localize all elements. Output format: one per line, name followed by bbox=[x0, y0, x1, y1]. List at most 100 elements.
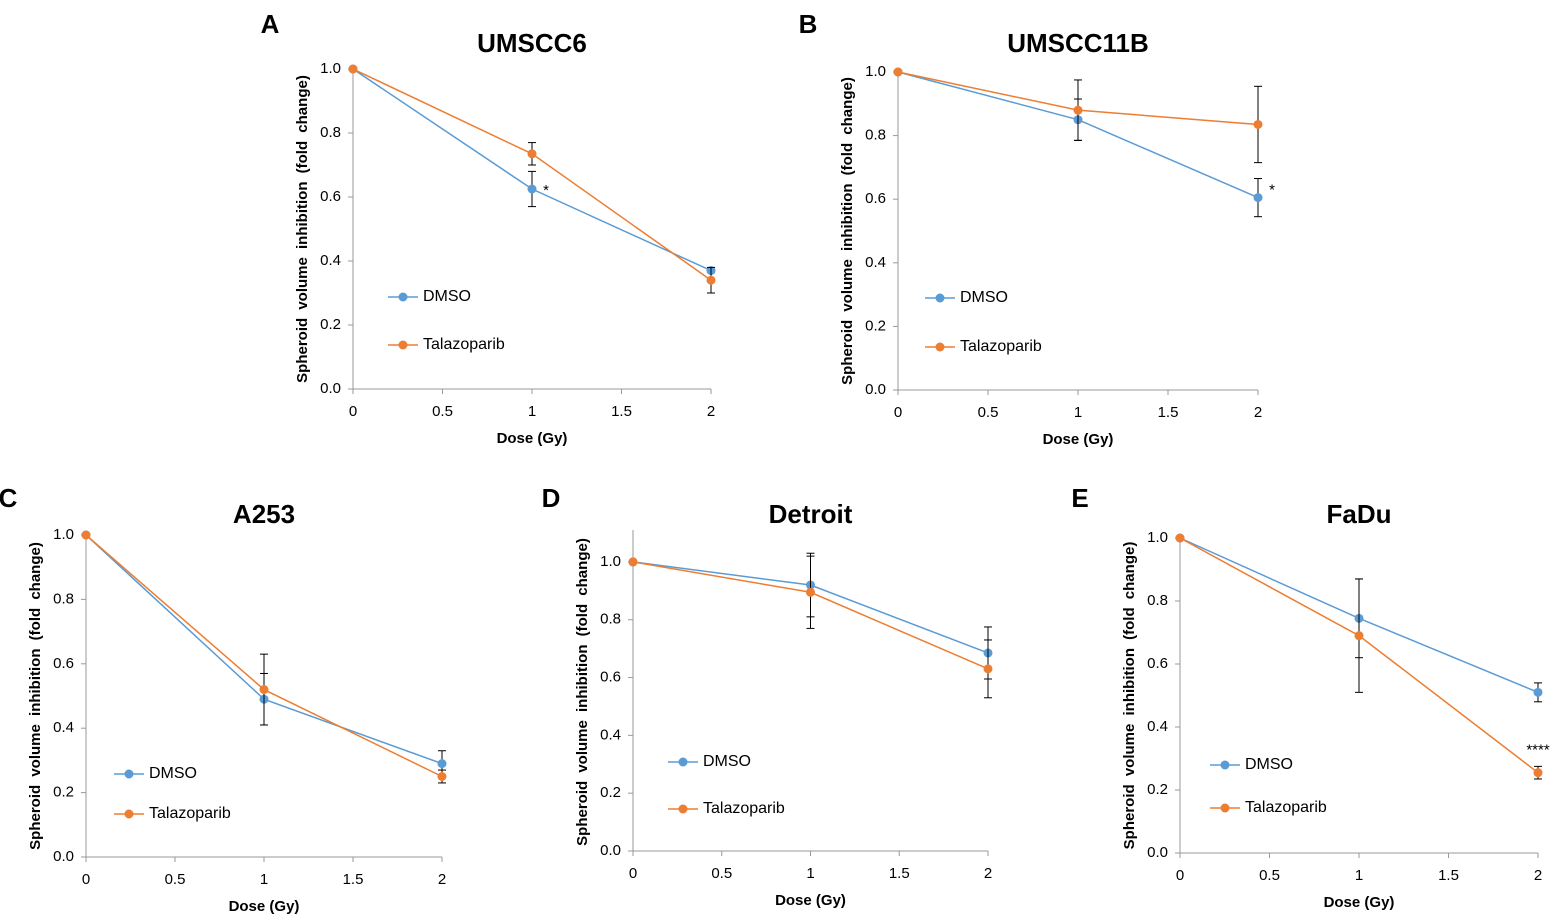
y-tick-label: 0.0 bbox=[600, 842, 621, 859]
data-point bbox=[1354, 631, 1364, 641]
y-tick-label: 0.4 bbox=[53, 719, 74, 736]
x-axis-label: Dose (Gy) bbox=[1043, 431, 1114, 448]
y-tick-label: 0.0 bbox=[1147, 844, 1168, 861]
chart-panel-a: A UMSCC6 0.0 0.2 0.4 0.6 0.8 1.0 0 0.5 1 1.5 2 Dose (… bbox=[261, 9, 716, 447]
y-tick-label: 1.0 bbox=[865, 63, 886, 80]
chart-title: UMSCC6 bbox=[477, 28, 587, 58]
legend: DMSO Talazoparib bbox=[1210, 756, 1327, 816]
chart-title: UMSCC11B bbox=[1007, 28, 1149, 58]
legend-label: Talazoparib bbox=[960, 338, 1042, 355]
x-tick-label: 0 bbox=[894, 404, 902, 421]
x-tick-label: 0 bbox=[1176, 867, 1184, 884]
data-point bbox=[1533, 687, 1543, 697]
x-tick-label: 2 bbox=[1254, 404, 1262, 421]
y-tick-label: 0.2 bbox=[600, 784, 621, 801]
y-tick-label: 0.4 bbox=[320, 252, 341, 269]
y-tick-label: 1.0 bbox=[53, 526, 74, 543]
chart-panel-e: E FaDu 0.0 0.2 0.4 0.6 0.8 1.0 0 0.5 1 1.5 2 Dose (Gy… bbox=[1071, 483, 1550, 911]
x-tick-label: 0 bbox=[349, 403, 357, 420]
legend-marker bbox=[124, 769, 134, 779]
y-tick-label: 0.0 bbox=[53, 848, 74, 865]
data-point bbox=[259, 685, 269, 695]
y-tick-label: 0.4 bbox=[1147, 718, 1168, 735]
series-talazoparib bbox=[628, 555, 993, 699]
x-tick-label: 0.5 bbox=[711, 865, 732, 882]
legend: DMSO Talazoparib bbox=[114, 765, 231, 822]
y-tick-label: 0.2 bbox=[320, 316, 341, 333]
panel-letter: B bbox=[799, 9, 818, 39]
x-tick-label: 0 bbox=[629, 865, 637, 882]
x-axis-label: Dose (Gy) bbox=[775, 892, 846, 909]
data-point bbox=[1253, 193, 1263, 203]
legend-marker bbox=[1220, 803, 1230, 813]
y-tick-label: 0.6 bbox=[53, 655, 74, 672]
y-axis-label: Spheroid volume inhibition (fold change) bbox=[574, 538, 591, 846]
x-tick-label: 1.5 bbox=[1438, 867, 1459, 884]
data-point bbox=[893, 67, 903, 77]
legend-marker bbox=[398, 340, 408, 350]
legend-marker bbox=[1220, 760, 1230, 770]
y-tick-label: 0.2 bbox=[865, 317, 886, 334]
y-axis-label: Spheroid volume inhibition (fold change) bbox=[27, 542, 44, 850]
legend-marker bbox=[935, 293, 945, 303]
x-tick-label: 0.5 bbox=[1259, 867, 1280, 884]
chart-title: A253 bbox=[233, 499, 295, 529]
panel-letter: C bbox=[0, 483, 18, 513]
series-dmso bbox=[348, 64, 716, 276]
data-point bbox=[348, 64, 358, 74]
series-talazoparib bbox=[81, 530, 447, 784]
y-tick-label: 0.8 bbox=[600, 611, 621, 628]
x-axis-label: Dose (Gy) bbox=[1324, 894, 1395, 911]
chart-title: FaDu bbox=[1327, 499, 1392, 529]
x-tick-label: 1 bbox=[260, 871, 268, 888]
x-tick-label: 2 bbox=[707, 403, 715, 420]
legend: DMSO Talazoparib bbox=[388, 288, 505, 353]
x-tick-label: 2 bbox=[1534, 867, 1542, 884]
legend-label: DMSO bbox=[960, 289, 1008, 306]
panel-letter: E bbox=[1071, 483, 1088, 513]
legend-marker bbox=[935, 342, 945, 352]
legend-label: Talazoparib bbox=[423, 336, 505, 353]
y-tick-label: 0.2 bbox=[53, 784, 74, 801]
y-tick-label: 0.2 bbox=[1147, 781, 1168, 798]
y-tick-label: 0.6 bbox=[320, 188, 341, 205]
x-tick-label: 2 bbox=[984, 865, 992, 882]
data-point bbox=[527, 184, 537, 194]
series-talazoparib bbox=[348, 64, 716, 294]
data-point bbox=[1533, 768, 1543, 778]
data-point bbox=[628, 557, 638, 567]
chart-panel-c: C A253 0.0 0.2 0.4 0.6 0.8 1.0 0 0.5 1 1.5 2 Dose (Gy… bbox=[0, 483, 447, 914]
x-tick-label: 1.5 bbox=[1158, 404, 1179, 421]
chart-panel-d: D Detroit 0.0 0.2 0.4 0.6 0.8 1.0 0 0.5 1 1.5 2 Dose … bbox=[542, 483, 993, 909]
legend-label: Talazoparib bbox=[1245, 799, 1327, 816]
significance-marker: * bbox=[1269, 181, 1275, 198]
y-axis-label: Spheroid volume inhibition (fold change) bbox=[839, 77, 856, 385]
x-tick-label: 1 bbox=[1355, 867, 1363, 884]
x-tick-label: 1.5 bbox=[889, 865, 910, 882]
y-tick-label: 0.0 bbox=[320, 380, 341, 397]
data-point bbox=[706, 275, 716, 285]
x-axis-label: Dose (Gy) bbox=[229, 898, 300, 914]
legend-label: Talazoparib bbox=[149, 805, 231, 822]
y-tick-label: 0.6 bbox=[1147, 655, 1168, 672]
y-tick-label: 0.8 bbox=[53, 590, 74, 607]
y-tick-label: 1.0 bbox=[320, 60, 341, 77]
x-tick-label: 1.5 bbox=[343, 871, 364, 888]
legend-label: DMSO bbox=[149, 765, 197, 782]
series-line bbox=[352, 68, 712, 272]
x-tick-label: 1.5 bbox=[611, 403, 632, 420]
y-axis-label: Spheroid volume inhibition (fold change) bbox=[1121, 542, 1138, 850]
y-tick-label: 0.4 bbox=[600, 726, 621, 743]
data-point bbox=[81, 530, 91, 540]
series-line bbox=[85, 534, 443, 765]
data-point bbox=[806, 587, 815, 597]
legend-label: DMSO bbox=[423, 288, 471, 305]
y-tick-label: 0.8 bbox=[320, 124, 341, 141]
legend-marker bbox=[124, 809, 134, 819]
chart-title: Detroit bbox=[769, 499, 853, 529]
x-tick-label: 1 bbox=[806, 865, 814, 882]
panel-letter: A bbox=[261, 9, 280, 39]
y-tick-label: 1.0 bbox=[600, 553, 621, 570]
significance-marker: **** bbox=[1526, 742, 1550, 759]
legend-label: DMSO bbox=[1245, 756, 1293, 773]
